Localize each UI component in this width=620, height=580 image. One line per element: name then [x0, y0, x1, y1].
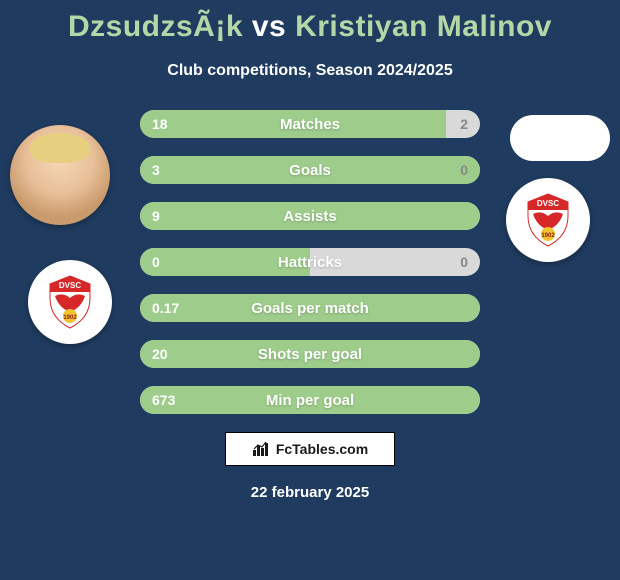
stat-row: 673Min per goal — [140, 386, 480, 414]
player1-avatar — [10, 125, 110, 225]
stat-label: Shots per goal — [140, 340, 480, 368]
stat-row: 20Shots per goal — [140, 340, 480, 368]
dvsc-shield-icon: DVSC 1902 — [523, 192, 573, 248]
player2-club-badge: DVSC 1902 — [506, 178, 590, 262]
stat-row: 182Matches — [140, 110, 480, 138]
badge-year: 1902 — [63, 315, 77, 321]
player2-avatar — [510, 115, 610, 161]
subtitle-text: Club competitions, Season 2024/2025 — [0, 62, 620, 80]
badge-top-text: DVSC — [59, 281, 81, 290]
vs-text: vs — [252, 10, 286, 43]
player2-name: Kristiyan Malinov — [295, 10, 552, 43]
stat-row: 00Hattricks — [140, 248, 480, 276]
badge-year: 1902 — [541, 233, 555, 239]
dvsc-shield-icon: DVSC 1902 — [45, 274, 95, 330]
stat-label: Assists — [140, 202, 480, 230]
stat-label: Goals per match — [140, 294, 480, 322]
stat-row: 30Goals — [140, 156, 480, 184]
stats-table: 182Matches 30Goals 9Assists 00Hattricks 0.17… — [140, 110, 480, 414]
player1-name: DzsudzsÃ¡k — [68, 10, 243, 43]
stat-row: 0.17Goals per match — [140, 294, 480, 322]
chart-icon — [252, 440, 270, 458]
stat-label: Matches — [140, 110, 480, 138]
badge-top-text: DVSC — [537, 199, 559, 208]
attribution-box: FcTables.com — [225, 432, 395, 466]
stat-label: Min per goal — [140, 386, 480, 414]
player1-club-badge: DVSC 1902 — [28, 260, 112, 344]
stat-label: Goals — [140, 156, 480, 184]
page-title: DzsudzsÃ¡k vs Kristiyan Malinov — [0, 0, 620, 44]
date-text: 22 february 2025 — [0, 484, 620, 501]
attribution-text: FcTables.com — [276, 441, 368, 457]
stat-row: 9Assists — [140, 202, 480, 230]
stat-label: Hattricks — [140, 248, 480, 276]
